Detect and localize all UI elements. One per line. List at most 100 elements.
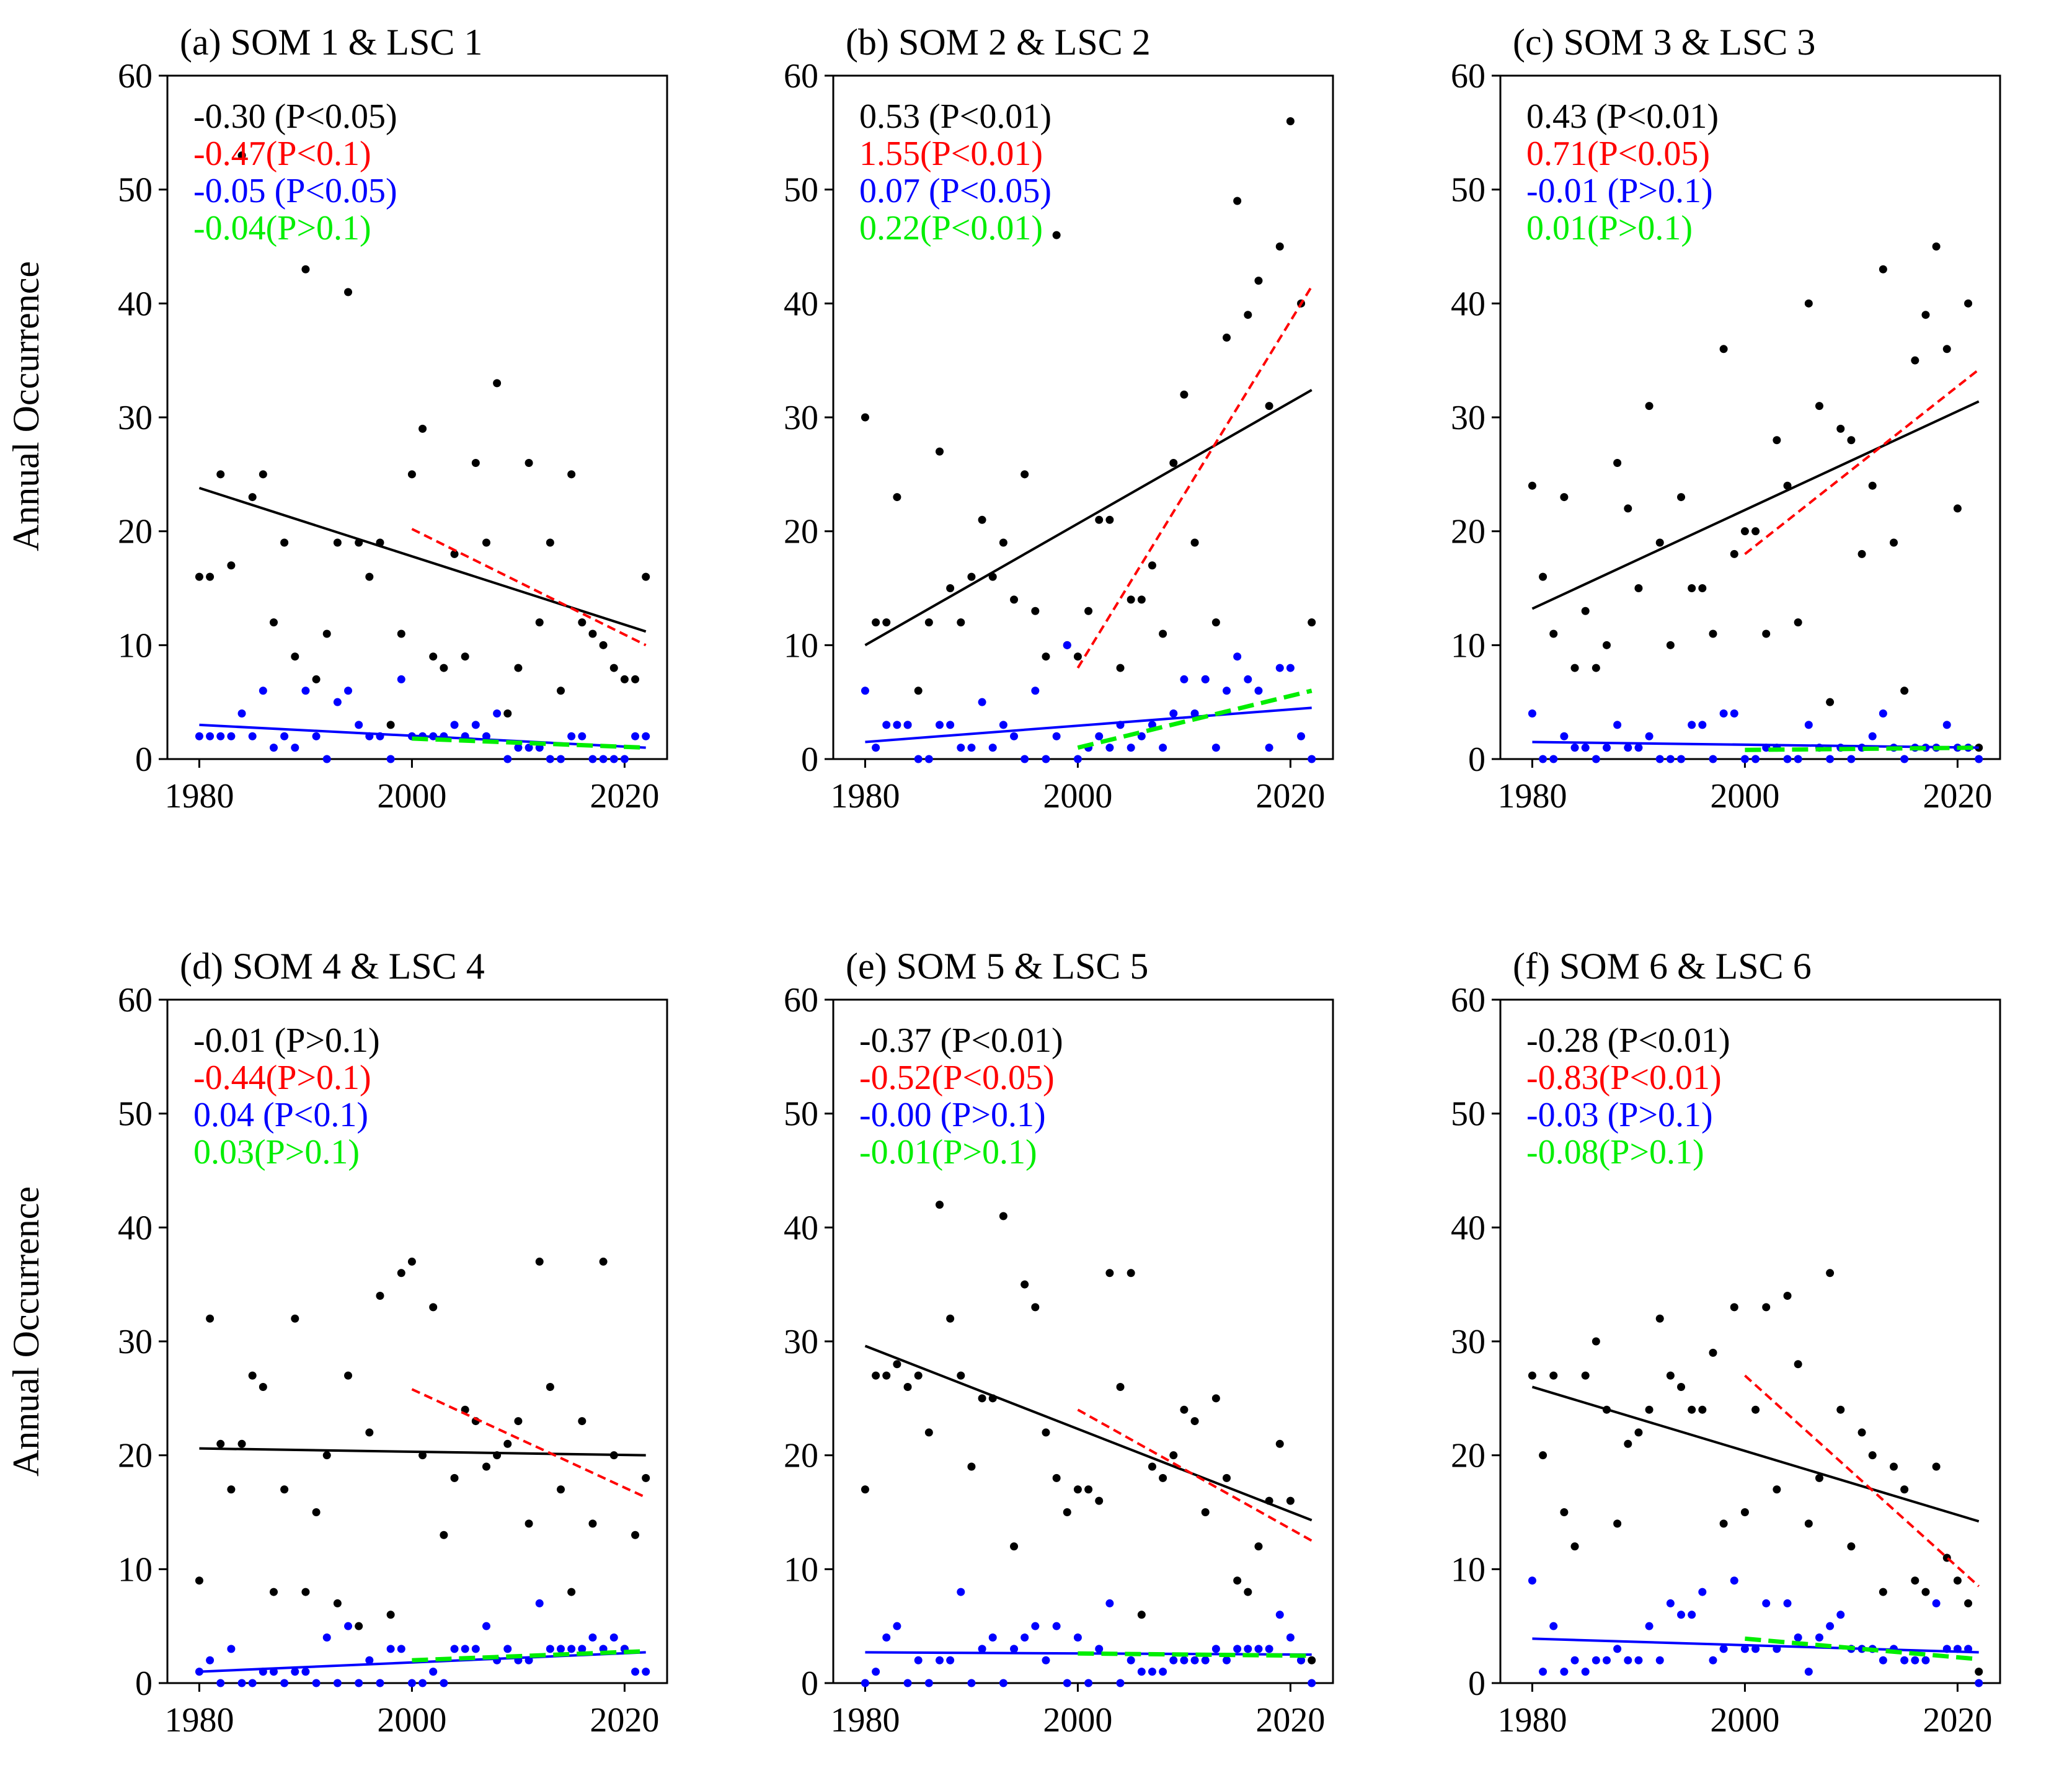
panel-4-point-blue — [578, 1645, 587, 1653]
panel-4-point-black — [344, 1371, 353, 1380]
panel-3-point-black — [1592, 664, 1600, 672]
panel-4-point-blue — [333, 1679, 342, 1687]
panel-2-point-blue — [1021, 755, 1029, 763]
panel-4-point-black — [450, 1473, 459, 1482]
panel-4-point-blue — [376, 1679, 384, 1687]
panel-5-point-black — [1063, 1508, 1071, 1516]
panel-1-point-black — [493, 379, 502, 388]
panel-3-ytick-label-50: 50 — [1451, 171, 1485, 210]
panel-5-stat-4: -0.01(P>0.1) — [859, 1133, 1037, 1171]
panel-6-trend-blue — [1532, 1637, 1979, 1654]
panel-1-trend-blue — [199, 723, 646, 749]
y-axis-label-bottom: Annual Occurrence — [6, 1186, 46, 1477]
panel-1-point-black — [322, 629, 331, 638]
panel-4-xtick-label-2000: 2000 — [377, 1701, 446, 1740]
panel-2-point-blue — [1063, 641, 1071, 649]
panel-4-stat-3: 0.04 (P<0.1) — [193, 1096, 368, 1134]
panel-2-point-blue — [1297, 732, 1306, 740]
panel-1-point-blue — [291, 744, 299, 752]
panel-6-trend-black — [1531, 1385, 1980, 1523]
panel-3-point-black — [1613, 458, 1622, 467]
panel-3-point-black — [1762, 629, 1771, 638]
panel-1-point-blue — [578, 732, 587, 740]
panel-3-point-black — [1879, 265, 1887, 273]
panel-1-point-black — [440, 664, 448, 672]
panel-3-stat-2: 0.71(P<0.05) — [1526, 135, 1710, 173]
panel-3-xtick-label-1980: 1980 — [1497, 777, 1567, 815]
panel-4-point-blue — [397, 1645, 405, 1653]
panel-6-stat-1: -0.28 (P<0.01) — [1526, 1021, 1730, 1060]
panel-5-point-black — [1116, 1382, 1125, 1391]
panel-6-point-blue — [1751, 1645, 1760, 1653]
panel-1-point-blue — [227, 732, 236, 740]
panel-1-point-blue — [450, 721, 459, 729]
panel-2-point-black — [861, 413, 869, 422]
panel-2: (b) SOM 2 & LSC 2 0 10 20 30 40 50 60 1980 2000 20… — [784, 22, 1334, 815]
panel-4-point-black — [535, 1257, 544, 1266]
panel-3-point-blue — [1794, 755, 1802, 763]
panel-6-point-blue — [1602, 1656, 1611, 1664]
panel-6-ytick-label-60: 60 — [1451, 981, 1485, 1020]
panel-2-point-blue — [893, 721, 901, 729]
panel-4-point-blue — [386, 1645, 395, 1653]
panel-2-point-blue — [1286, 664, 1295, 672]
panel-6-point-black — [1868, 1451, 1877, 1460]
panel-1-point-black — [620, 675, 629, 683]
panel-3-point-black — [1836, 424, 1845, 433]
panel-2-point-black — [1010, 595, 1019, 604]
panel-4-point-blue — [312, 1679, 321, 1687]
panel-2-point-black — [1308, 618, 1316, 627]
panel-6-trend-red — [1744, 1374, 1980, 1588]
panel-2-point-black — [1052, 231, 1061, 239]
panel-5-stat-3: -0.00 (P>0.1) — [859, 1096, 1046, 1134]
panel-3-stat-3: -0.01 (P>0.1) — [1526, 172, 1713, 210]
panel-5-point-black — [914, 1371, 923, 1380]
panel-4-point-blue — [429, 1668, 438, 1676]
panel-2-trend-green — [1077, 688, 1313, 750]
panel-1-point-black — [471, 458, 480, 467]
panel-3-point-black — [1677, 493, 1686, 502]
panel-4-point-black — [365, 1428, 374, 1437]
panel-5-point-black — [1084, 1485, 1093, 1494]
panel-2-point-blue — [1211, 744, 1220, 752]
panel-1-point-blue — [599, 755, 608, 763]
y-axis-label-top: Annual Occurrence — [6, 261, 46, 551]
panel-3-trend-red — [1744, 368, 1980, 555]
panel-3-point-blue — [1751, 755, 1760, 763]
panel-4-trend-black — [199, 1447, 646, 1457]
panel-2-title: (b) SOM 2 & LSC 2 — [846, 22, 1151, 63]
panel-1-point-black — [578, 618, 587, 627]
panel-6-point-blue — [1730, 1576, 1738, 1585]
panel-2-ytick-label-50: 50 — [784, 171, 818, 210]
panel-1-point-black — [535, 618, 544, 627]
panel-3-point-blue — [1804, 721, 1813, 729]
panel-2-point-blue — [1233, 652, 1242, 661]
panel-1-point-black — [503, 709, 512, 718]
panel-1-point-black — [557, 687, 565, 695]
panel-4-point-black — [578, 1417, 587, 1426]
panel-1-ytick-label-10: 10 — [118, 626, 153, 665]
panel-1-stat-3: -0.05 (P<0.05) — [193, 172, 397, 210]
panel-6-point-blue — [1624, 1656, 1632, 1664]
panel-5-ytick-label-10: 10 — [784, 1550, 818, 1589]
panel-2-point-black — [1190, 538, 1199, 547]
panel-6-point-black — [1794, 1360, 1802, 1369]
panel-4-point-blue — [227, 1645, 236, 1653]
panel-6-point-black — [1698, 1405, 1707, 1414]
panel-2-point-blue — [1244, 675, 1252, 683]
panel-2-stat-1: 0.53 (P<0.01) — [859, 97, 1051, 136]
panel-2-point-blue — [967, 744, 976, 752]
panel-5-ytick-label-0: 0 — [801, 1664, 818, 1703]
panel-4-point-blue — [407, 1679, 416, 1687]
panel-5-point-black — [1073, 1485, 1082, 1494]
panel-4-point-black — [525, 1519, 533, 1528]
panel-3-point-blue — [1826, 755, 1835, 763]
panel-4-stat-1: -0.01 (P>0.1) — [193, 1021, 380, 1060]
panel-6-point-black — [1804, 1519, 1813, 1528]
panel-6-point-black — [1709, 1348, 1717, 1357]
panel-3-trend-green — [1745, 745, 1979, 752]
panel-1-point-black — [227, 561, 236, 570]
panel-1-point-blue — [269, 744, 278, 752]
panel-4-point-black — [588, 1519, 597, 1528]
panel-5-point-blue — [914, 1656, 923, 1664]
